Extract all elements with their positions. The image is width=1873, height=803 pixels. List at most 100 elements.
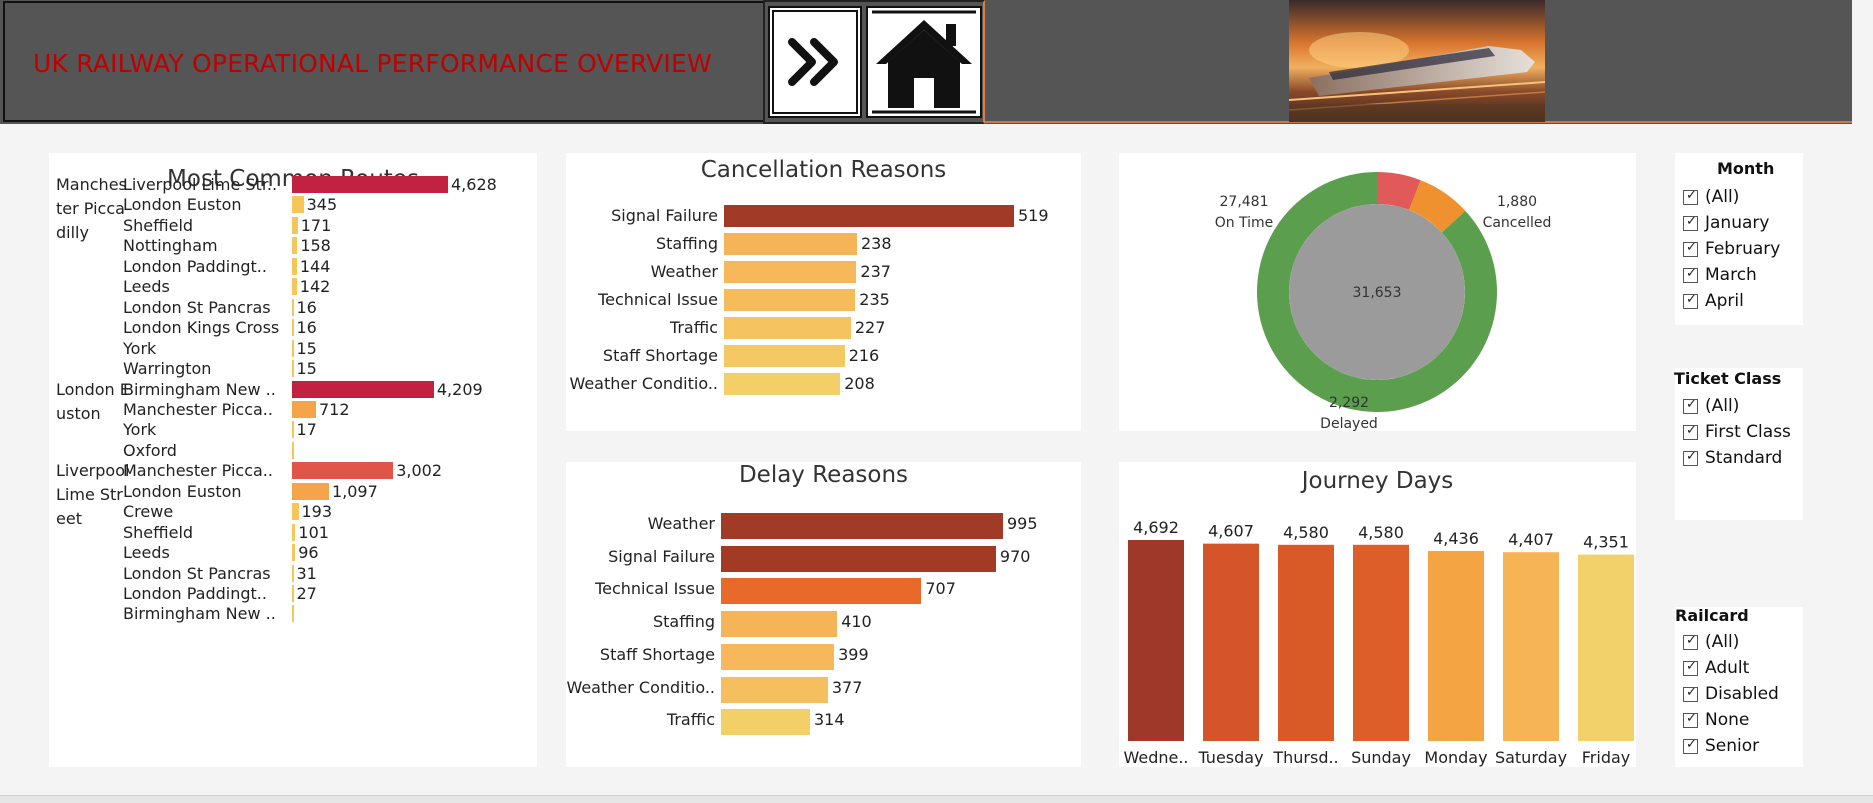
journey-day-bar: [1278, 544, 1334, 741]
donut-center: [1289, 204, 1465, 380]
route-destination-label: Sheffield: [123, 522, 194, 542]
checkbox-checked-icon[interactable]: [1683, 188, 1698, 205]
ticket_class-option[interactable]: Standard: [1683, 447, 1782, 469]
railcard-option[interactable]: None: [1683, 709, 1749, 731]
train-banner-image: [1289, 0, 1545, 122]
route-bar: [292, 319, 294, 337]
route-bar: [292, 216, 298, 234]
donut-total-label: 31,653: [1353, 285, 1402, 301]
delay-bar: [721, 643, 835, 670]
journey-day-category-label: Thursd..: [1272, 748, 1338, 767]
journey-day-value-label: 4,436: [1433, 529, 1479, 548]
checkbox-checked-icon[interactable]: [1683, 292, 1698, 309]
route-destination-label: Sheffield: [123, 215, 194, 235]
home-icon: [872, 10, 976, 114]
route-bar: [292, 380, 434, 398]
route-bar: [292, 462, 394, 480]
route-destination-label: York: [123, 420, 157, 440]
month-option[interactable]: April: [1683, 290, 1744, 312]
checkbox-checked-icon[interactable]: [1683, 214, 1698, 231]
route-destination-label: York: [123, 338, 157, 358]
ticket_class-option[interactable]: (All): [1683, 395, 1739, 417]
route-destination-label: London Kings Cross: [123, 318, 280, 338]
railcard-option[interactable]: Adult: [1683, 657, 1749, 679]
cancellation-bar: [724, 205, 1014, 227]
delay-bar: [721, 578, 922, 605]
month-filter-title: Month: [1717, 159, 1775, 178]
route-value-label: 4,209: [436, 379, 483, 399]
journey-day-value-label: 4,351: [1583, 533, 1629, 552]
route-bar: [292, 298, 294, 316]
route-bar: [292, 441, 294, 459]
railcard-filter: Railcard (All) Adult Disabled None Senior: [1675, 606, 1803, 767]
checkbox-checked-icon[interactable]: [1683, 737, 1698, 754]
ticket_class-option[interactable]: First Class: [1683, 421, 1791, 443]
delay-category-label: Technical Issue: [595, 579, 715, 599]
route-bar: [292, 360, 294, 378]
checkbox-checked-icon[interactable]: [1683, 423, 1698, 440]
journey-day-bar: [1128, 540, 1184, 741]
route-bar: [292, 421, 294, 439]
railcard-option[interactable]: (All): [1683, 631, 1739, 653]
journey-day-category-label: Sunday: [1351, 748, 1411, 767]
ticket-class-filter-title: Ticket Class: [1674, 369, 1782, 388]
route-bar: [292, 585, 294, 602]
ontime-category-label: On Time: [1215, 215, 1274, 231]
railcard-option[interactable]: Disabled: [1683, 683, 1779, 705]
route-value-label: 144: [299, 256, 331, 276]
status-panel: 31,653 1,880 Cancelled 2,292 Delayed 27,481 On…: [1119, 153, 1636, 432]
ontime-value-label: 27,481: [1220, 194, 1269, 210]
route-destination-label: Leeds: [123, 543, 170, 563]
route-value-label: 101: [298, 522, 329, 542]
donut-segment-cancelled: [1377, 172, 1421, 211]
delay-panel: Delay Reasons Weather 995 Signal Failure 97…: [566, 462, 1081, 767]
month-option-label: February: [1705, 239, 1781, 259]
month-option[interactable]: March: [1683, 264, 1757, 286]
railcard-option-label: Disabled: [1705, 684, 1779, 704]
cancellation-bar: [724, 261, 857, 283]
forward-button[interactable]: [768, 6, 862, 118]
checkbox-checked-icon[interactable]: [1683, 266, 1698, 283]
route-value-label: 27: [296, 584, 317, 603]
cancellation-bar: [724, 317, 851, 339]
cancellation-category-label: Staff Shortage: [602, 346, 718, 365]
railcard-option[interactable]: Senior: [1683, 735, 1759, 757]
checkbox-checked-icon[interactable]: [1683, 449, 1698, 466]
railcard-filter-title: Railcard: [1675, 606, 1749, 625]
delay-bar: [721, 513, 1003, 539]
railcard-option-label: (All): [1705, 632, 1740, 652]
journey-day-category-label: Monday: [1424, 748, 1487, 767]
journey-day-category-label: Tuesday: [1197, 748, 1263, 767]
delay-bar: [721, 545, 996, 572]
route-bar: [292, 523, 296, 541]
cancellation-bar: [724, 233, 857, 255]
cancellation-value-label: 227: [854, 318, 886, 337]
double-chevron-right-icon: [772, 10, 858, 114]
delay-category-label: Staffing: [653, 612, 715, 632]
delay-category-label: Traffic: [666, 710, 715, 730]
cancellation-category-label: Technical Issue: [598, 290, 718, 309]
checkbox-checked-icon[interactable]: [1683, 240, 1698, 257]
month-option[interactable]: January: [1683, 212, 1769, 234]
route-value-label: 31: [296, 563, 317, 583]
route-destination-label: Oxford: [123, 440, 177, 460]
route-destination-label: Leeds: [123, 277, 170, 297]
month-option[interactable]: (All): [1683, 186, 1739, 208]
route-destination-label: London St Pancras: [123, 563, 271, 583]
month-option[interactable]: February: [1683, 238, 1780, 260]
route-destination-label: Manchester Picca..: [123, 461, 273, 481]
checkbox-checked-icon[interactable]: [1683, 685, 1698, 702]
checkbox-checked-icon[interactable]: [1683, 633, 1698, 650]
cancellation-value-label: 237: [860, 262, 891, 281]
route-value-label: 171: [300, 215, 332, 235]
cancellation-value-label: 208: [844, 374, 875, 393]
cancelled-category-label: Cancelled: [1483, 215, 1552, 231]
route-bar: [292, 196, 304, 214]
checkbox-checked-icon[interactable]: [1683, 397, 1698, 414]
checkbox-checked-icon[interactable]: [1683, 711, 1698, 728]
delay-value-label: 377: [831, 677, 863, 697]
checkbox-checked-icon[interactable]: [1683, 659, 1698, 676]
cancellation-bar: [724, 373, 841, 395]
route-bar: [292, 544, 296, 562]
home-button[interactable]: [866, 6, 982, 118]
